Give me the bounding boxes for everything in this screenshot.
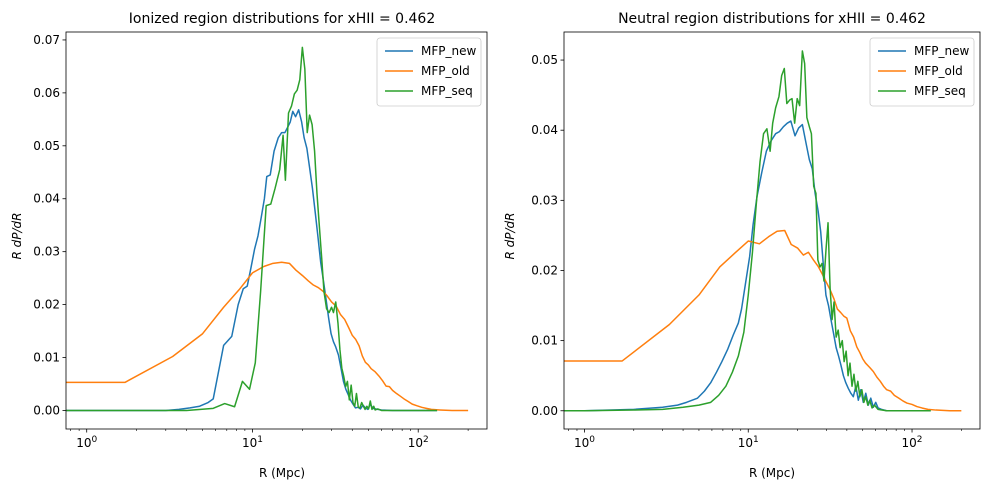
neutral-line-mfp-old: [564, 229, 962, 412]
neutral-legend-label-mfp-new: MFP_new: [914, 44, 969, 58]
ionized-legend-label-mfp-seq: MFP_seq: [421, 84, 473, 98]
neutral-x-axis-label: R (Mpc): [749, 466, 795, 480]
neutral-panel: Neutral region distributions for xHII = …: [503, 11, 981, 480]
ionized-y-tick-label: 0.06: [33, 86, 60, 100]
neutral-y-tick-label: 0.03: [531, 193, 558, 207]
neutral-y-tick-label: 0.00: [531, 404, 558, 418]
ionized-y-axis-label: R dP/dR: [10, 212, 24, 259]
neutral-y-tick-label: 0.05: [531, 53, 558, 67]
ionized-chart-title: Ionized region distributions for xHII = …: [129, 11, 436, 27]
ionized-axes-frame: [65, 31, 488, 430]
ionized-y-tick-label: 0.07: [33, 33, 60, 47]
neutral-legend-label-mfp-seq: MFP_seq: [914, 84, 966, 98]
neutral-series-lines: [564, 50, 962, 412]
neutral-axes-frame: [563, 31, 981, 430]
ionized-legend-box: [376, 37, 482, 107]
ionized-y-tick-label: 0.00: [33, 403, 60, 417]
ionized-legend: MFP_new MFP_old MFP_seq: [376, 37, 482, 107]
neutral-y-tick-label: 0.02: [531, 263, 558, 277]
ionized-y-tick-label: 0.05: [33, 139, 60, 153]
neutral-chart-title: Neutral region distributions for xHII = …: [618, 11, 926, 27]
neutral-legend-label-mfp-old: MFP_old: [914, 64, 963, 78]
ionized-y-tick-label: 0.03: [33, 245, 60, 259]
ionized-series-lines: [66, 46, 469, 412]
ionized-line-mfp-new: [66, 109, 438, 412]
ionized-x-axis-label: R (Mpc): [259, 466, 305, 480]
neutral-line-mfp-seq: [564, 50, 931, 412]
ionized-line-mfp-old: [66, 261, 469, 412]
ionized-panel: Ionized region distributions for xHII = …: [10, 11, 488, 480]
ionized-line-mfp-seq: [66, 46, 438, 412]
ionized-y-tick-label: 0.04: [33, 192, 60, 206]
neutral-legend: MFP_new MFP_old MFP_seq: [869, 37, 975, 107]
ionized-y-tick-label: 0.01: [33, 351, 60, 365]
neutral-legend-box: [869, 37, 975, 107]
ionized-legend-label-mfp-old: MFP_old: [421, 64, 470, 78]
ionized-y-tick-label: 0.02: [33, 298, 60, 312]
neutral-y-axis-label: R dP/dR: [503, 212, 517, 259]
neutral-y-tick-label: 0.01: [531, 334, 558, 348]
ionized-legend-label-mfp-new: MFP_new: [421, 44, 476, 58]
neutral-y-tick-label: 0.04: [531, 123, 558, 137]
